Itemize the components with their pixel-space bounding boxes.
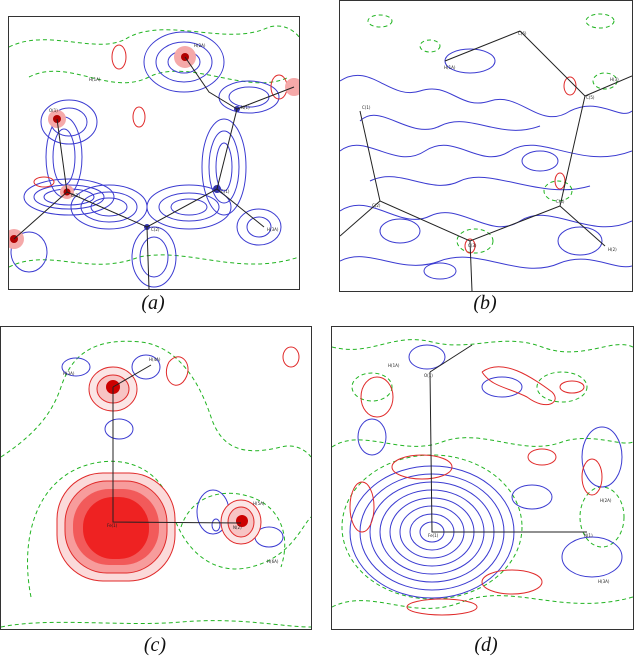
negative-lobes [56, 366, 262, 582]
atom-label: C(2) [151, 227, 160, 232]
atom-label: N(2) [233, 525, 242, 530]
negative-contours [464, 76, 577, 254]
atom-label: H(5A) [253, 501, 265, 506]
atom-label: O(2) [71, 193, 80, 198]
positive-contours [340, 48, 632, 280]
atom-label: H(4A) [149, 357, 161, 362]
deformation-density-map-b: C(1) C(2) C(3) C(4) C(5) C(6) H(1A) H(2)… [340, 13, 632, 291]
atom-label: H(6A) [267, 559, 279, 564]
panel-b: C(1) C(2) C(3) C(4) C(5) C(6) H(1A) H(2)… [339, 0, 633, 292]
zero-contour [9, 25, 299, 48]
atom-label: H(1A) [388, 363, 400, 368]
atom-label: O(1) [424, 373, 433, 378]
atom-label: H(2A) [194, 43, 206, 48]
atom-label: C(1) [221, 189, 230, 194]
negative-contours [165, 346, 300, 386]
atom-label: C(5) [586, 95, 595, 100]
bond-lines [112, 364, 242, 524]
atom-cores [9, 46, 299, 249]
bond-lines [429, 344, 587, 533]
atom-label: O(1) [49, 108, 58, 113]
atom-label: Fe(1) [428, 533, 439, 538]
panel-c: H(3A) H(4A) Fe(1) N(2) H(5A) H(6A) [0, 326, 312, 630]
atom-label: C(4) [556, 199, 565, 204]
deformation-density-map-d: H(1A) O(1) Fe(1) N(1) H(2A) H(3A) [332, 339, 633, 616]
atom-label: H(3A) [598, 579, 610, 584]
atom-label: Fe(1) [107, 523, 118, 528]
atom-label: H(2) [608, 247, 617, 252]
caption-d: (d) [474, 634, 498, 656]
deformation-density-map-c: H(3A) H(4A) Fe(1) N(2) H(5A) H(6A) [1, 340, 311, 628]
zero-contours [332, 339, 633, 609]
atom-label: H(3A) [63, 371, 75, 376]
atom-label: H(3) [610, 77, 619, 82]
zero-contours [367, 13, 618, 254]
atom-label: C(3) [468, 243, 477, 248]
atom-label: N(1) [584, 533, 593, 538]
panel-d: H(1A) O(1) Fe(1) N(1) H(2A) H(3A) [331, 326, 634, 630]
atom-label: C(2) [372, 203, 381, 208]
deformation-density-map-a: H(1A) H(2A) O(1) O(2) C(1) C(2) N(1) H(3… [9, 25, 299, 289]
positive-contours [10, 31, 282, 288]
atom-label: C(6) [518, 31, 527, 36]
atom-label: H(3A) [267, 227, 279, 232]
atom-label: H(1A) [89, 77, 101, 82]
panel-a: H(1A) H(2A) O(1) O(2) C(1) C(2) N(1) H(3… [8, 16, 300, 290]
caption-b: (b) [473, 292, 497, 314]
atom-label: N(1) [241, 105, 250, 110]
negative-contours [33, 44, 288, 188]
negative-contours [349, 366, 603, 616]
bond-lines [340, 30, 632, 291]
atom-label: C(1) [362, 105, 371, 110]
caption-c: (c) [143, 634, 167, 656]
atom-label: H(2A) [600, 498, 612, 503]
atom-label: H(1A) [444, 65, 456, 70]
caption-a: (a) [141, 292, 165, 314]
zero-contour [9, 254, 299, 268]
zero-contours [1, 340, 311, 628]
bond-lines [13, 56, 295, 289]
